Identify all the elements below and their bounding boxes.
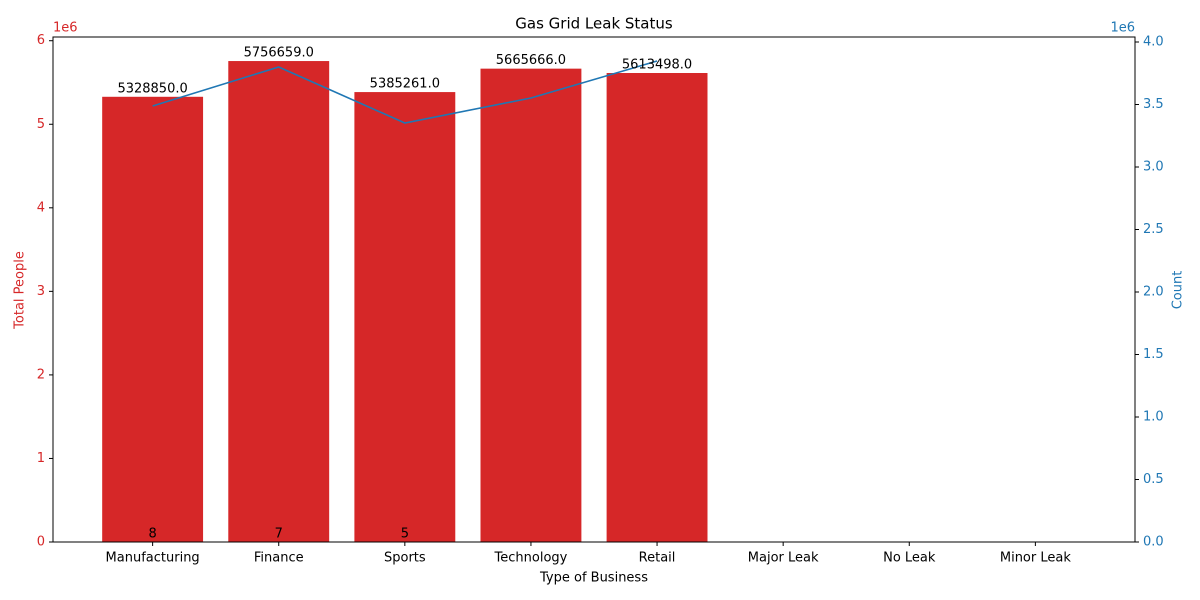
y2-tick-label: 2.5	[1143, 222, 1164, 237]
x-tick-label: Finance	[254, 551, 304, 566]
x-tick-label: No Leak	[883, 551, 936, 566]
y-tick-label: 3	[37, 284, 45, 299]
bar	[480, 68, 582, 542]
x-axis-label: Type of Business	[539, 571, 648, 586]
y-tick-label: 0	[37, 535, 45, 550]
x-tick-label: Retail	[639, 551, 676, 566]
y2-tick-label: 0.5	[1143, 472, 1164, 487]
y-tick-label: 5	[37, 117, 45, 132]
x-tick-label: Minor Leak	[1000, 551, 1071, 566]
y2-tick-label: 4.0	[1143, 35, 1164, 50]
data-label: 7	[275, 526, 283, 541]
y-tick-label: 4	[37, 200, 45, 215]
y2-tick-label: 3.5	[1143, 97, 1164, 112]
bar	[102, 96, 204, 542]
y2-tick-label: 1.0	[1143, 410, 1164, 425]
data-label: 5328850.0	[117, 81, 187, 96]
y2-tick-label: 3.0	[1143, 160, 1164, 175]
x-tick-label: Manufacturing	[106, 551, 200, 566]
y-tick-label: 1	[37, 451, 45, 466]
y-tick-label: 6	[37, 33, 45, 48]
bar	[606, 73, 708, 543]
y2-axis-label: Count	[1171, 271, 1186, 310]
x-tick-label: Major Leak	[748, 551, 819, 566]
line	[152, 60, 658, 124]
data-label: 8	[148, 526, 156, 541]
y2-tick-label: 0.0	[1143, 535, 1164, 550]
y2-offset-label: 1e6	[1110, 21, 1135, 36]
bar	[354, 92, 456, 542]
y2-tick-label: 2.0	[1143, 285, 1164, 300]
data-label: 5665666.0	[496, 53, 566, 68]
chart-title: Gas Grid Leak Status	[515, 15, 673, 33]
x-tick-label: Technology	[494, 551, 568, 566]
data-label: 5756659.0	[244, 46, 314, 61]
bar	[228, 61, 330, 543]
x-tick-label: Sports	[384, 551, 426, 566]
y-offset-label: 1e6	[53, 21, 78, 36]
data-label: 5385261.0	[370, 77, 440, 92]
plot-frame	[52, 36, 1136, 543]
y-tick-label: 2	[37, 367, 45, 382]
y-axis-label: Total People	[13, 251, 28, 330]
data-label: 5	[401, 526, 409, 541]
data-label: 5613498.0	[622, 58, 692, 73]
y2-tick-label: 1.5	[1143, 347, 1164, 362]
